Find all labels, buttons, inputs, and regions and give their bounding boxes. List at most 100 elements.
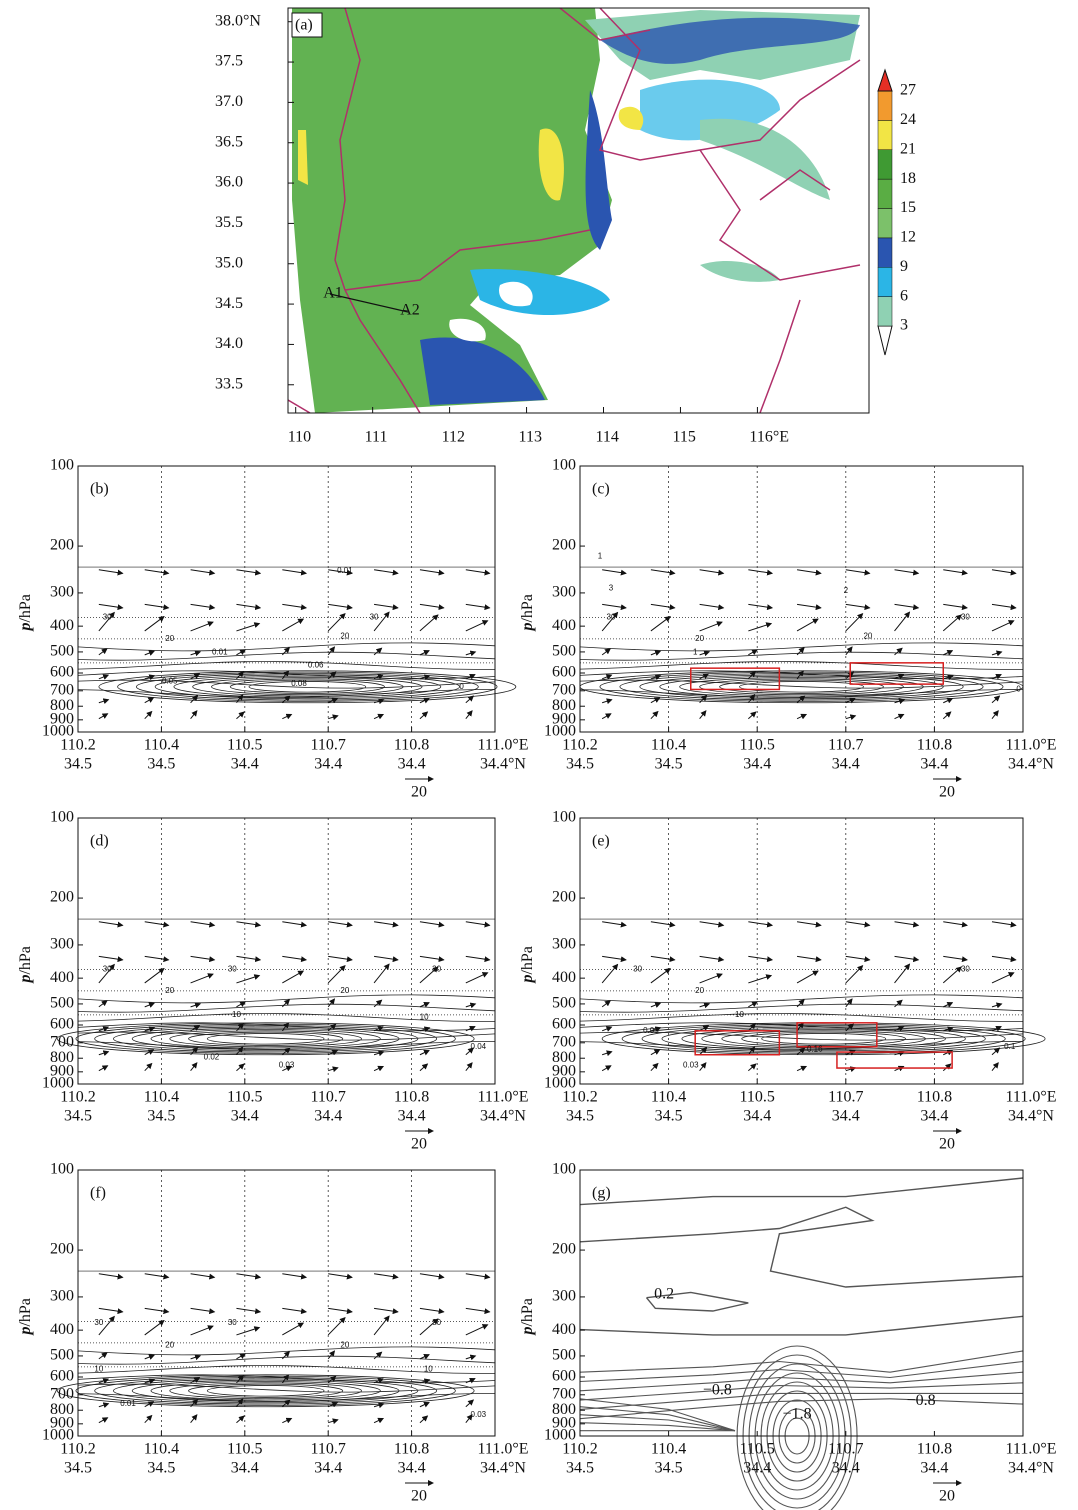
contour	[77, 642, 496, 652]
wind-vector	[748, 1001, 758, 1008]
x-tick-label: 112	[442, 429, 465, 446]
wind-vector	[796, 695, 806, 704]
y-tick-label: 36.0	[215, 174, 243, 191]
y-tick-label: 900	[50, 1415, 74, 1432]
contour	[579, 1371, 1024, 1392]
wind-vector	[747, 1022, 757, 1032]
wind-vector	[465, 710, 473, 720]
wind-vector	[236, 1046, 244, 1056]
wind-vector	[419, 1002, 430, 1008]
wind-vector	[943, 603, 968, 611]
contour-label: −1.8	[783, 1405, 812, 1422]
wind-vector	[373, 1050, 385, 1057]
wind-vector	[650, 1026, 662, 1033]
x-tick-label: 110.2	[562, 737, 597, 754]
contour-label: 30	[103, 613, 112, 622]
wind-vector	[991, 921, 1017, 928]
contour	[56, 1022, 475, 1056]
y-axis-label: p/hPa	[17, 594, 34, 632]
wind-vector	[991, 650, 1003, 657]
y-tick-label: 100	[50, 1161, 74, 1178]
wind-vector	[650, 967, 671, 984]
y-tick-label: 900	[50, 711, 74, 728]
x-tick-label-2: 34.4	[314, 1460, 342, 1477]
x-tick-label: 111.0°E	[1006, 1441, 1057, 1458]
colorbar-band	[877, 267, 893, 297]
x-tick-label-2: 34.5	[147, 756, 175, 773]
x-tick-label: 110.5	[739, 1089, 774, 1106]
contour	[579, 1177, 1024, 1206]
colorbar-band	[877, 120, 893, 150]
wind-vector	[98, 603, 124, 611]
y-tick-label: 800	[50, 1049, 74, 1066]
x-tick-label-2: 34.4°N	[1008, 1108, 1054, 1125]
wind-vector	[327, 671, 337, 680]
contour	[56, 1374, 475, 1408]
wind-vector	[943, 1002, 954, 1008]
wind-vector	[327, 613, 346, 632]
contour	[77, 994, 496, 1004]
contour	[739, 681, 864, 693]
wind-vector	[236, 1374, 245, 1384]
wind-vector	[144, 569, 170, 576]
x-tick-label: 110.8	[394, 1441, 429, 1458]
plot-area	[56, 818, 496, 1084]
wind-vector	[328, 1066, 339, 1073]
wind-vector	[699, 650, 711, 657]
wind-vector	[650, 921, 676, 928]
wind-vector	[327, 1023, 337, 1032]
x-tick-label-2: 34.5	[64, 1460, 92, 1477]
colorbar-label: 18	[900, 170, 916, 187]
x-tick-label-2: 34.5	[655, 756, 683, 773]
x-tick-label-2: 34.4	[231, 1460, 259, 1477]
x-tick-label: 111.0°E	[478, 737, 529, 754]
map-field	[288, 8, 861, 413]
y-tick-label: 200	[552, 889, 576, 906]
wind-vector	[419, 674, 431, 681]
wind-vector	[991, 673, 1002, 680]
wind-vector	[894, 603, 920, 611]
contour	[229, 679, 385, 694]
annotation: A1	[323, 285, 343, 302]
wind-vector	[465, 1025, 476, 1032]
y-tick-label: 600	[552, 1016, 576, 1033]
wind-vector	[282, 603, 308, 611]
contour-label: 20	[695, 634, 704, 643]
wind-vector	[796, 1065, 808, 1072]
wind-vector	[465, 1377, 476, 1384]
wind-vector	[699, 1062, 707, 1072]
colorbar-label: 21	[900, 140, 916, 157]
x-tick-label: 110.7	[828, 1441, 863, 1458]
contour	[206, 1033, 325, 1045]
wind-vector	[748, 1063, 757, 1072]
wind-vector	[845, 714, 857, 721]
frame	[77, 465, 496, 733]
contour-label: 0.16	[807, 1045, 823, 1054]
wind-vector	[419, 650, 430, 656]
wind-vector	[602, 569, 627, 576]
wind-vector	[98, 1065, 109, 1072]
y-axis-label-var: p	[17, 623, 34, 633]
contour-label: 0.01	[120, 1399, 136, 1408]
contour	[206, 1385, 325, 1397]
wind-vector	[190, 1273, 216, 1280]
wind-vector	[845, 603, 871, 611]
x-tick-label-2: 34.4	[398, 756, 426, 773]
y-tick-label: 500	[50, 995, 74, 1012]
wind-vector	[601, 713, 612, 720]
wind-vector	[942, 966, 962, 984]
wind-vector	[144, 1062, 153, 1072]
x-tick-label: 110.5	[227, 737, 262, 754]
wind-vector	[236, 1001, 247, 1008]
wind-vector	[282, 1417, 293, 1424]
wind-vector	[748, 569, 774, 576]
wind-vector	[991, 1025, 1002, 1032]
contour	[192, 677, 423, 697]
x-tick-label-2: 34.5	[566, 1108, 594, 1125]
wind-vector	[190, 694, 199, 704]
contour	[77, 651, 496, 661]
contour-label: 20	[340, 986, 349, 995]
wind-vector	[601, 963, 619, 984]
wind-vector	[650, 1002, 662, 1008]
plot-area	[579, 466, 1024, 732]
